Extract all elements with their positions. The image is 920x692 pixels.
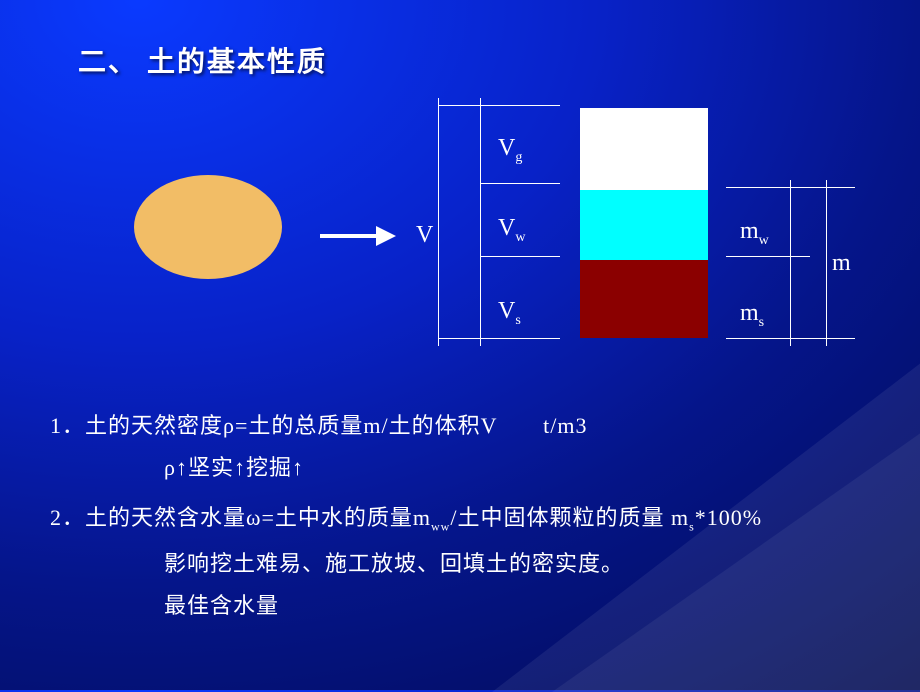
arrow-head	[376, 226, 396, 246]
label-V: V	[416, 222, 433, 249]
label-Vs: Vs	[498, 298, 521, 329]
block-solid	[580, 260, 708, 338]
label-Vw: Vw	[498, 215, 525, 246]
slide-title: 二、 土的基本性质	[78, 40, 327, 80]
text-line-4: 影响挖土难易、施工放坡、回填土的密实度。	[164, 546, 624, 578]
text-line-2: ρ↑坚实↑挖掘↑	[164, 450, 304, 482]
block-water	[580, 190, 708, 260]
label-Vg: Vg	[498, 135, 522, 166]
soil-ellipse	[134, 175, 282, 279]
text-line-3: 2．土的天然含水量ω=土中水的质量mww/土中固体颗粒的质量 ms*100%	[50, 500, 762, 534]
arrow-line	[320, 234, 378, 238]
label-mw: mw	[740, 218, 769, 249]
text-line-1: 1．土的天然密度ρ=土的总质量m/土的体积V t/m3	[50, 408, 587, 440]
label-m: m	[832, 250, 851, 277]
text-line-5: 最佳含水量	[164, 588, 279, 620]
block-gas	[580, 108, 708, 190]
label-ms: ms	[740, 300, 764, 331]
